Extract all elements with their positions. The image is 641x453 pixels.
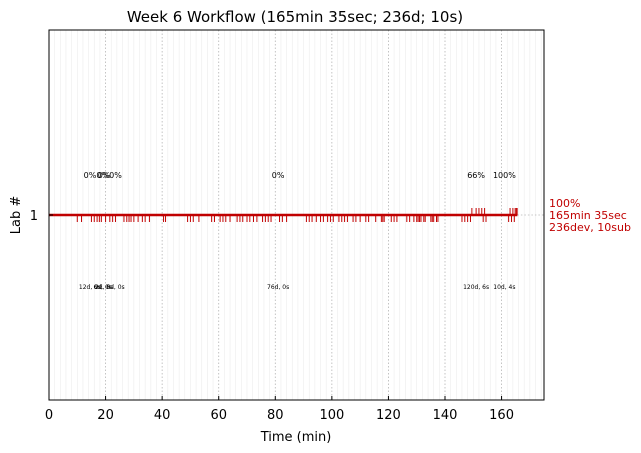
annotation-detail: 2d, 0s bbox=[95, 284, 113, 291]
axes: 0 20 40 60 80 100 120 140 160 bbox=[45, 214, 514, 423]
annotation-detail: 76d, 0s bbox=[267, 284, 289, 291]
annotation-percent: 0% bbox=[109, 171, 122, 180]
annotation-detail: 6d, 0s bbox=[106, 284, 124, 291]
x-tick-label: 80 bbox=[267, 408, 284, 423]
annotation-detail: 12d, 0s bbox=[79, 284, 101, 291]
x-tick-label: 60 bbox=[210, 408, 227, 423]
annotation-percent: 0% bbox=[96, 171, 109, 180]
annotation-detail: 6d, 0s bbox=[94, 284, 112, 291]
annotation-percent: 0% bbox=[84, 171, 97, 180]
x-tick-label: 100 bbox=[319, 408, 344, 423]
summary-line: 165min 35sec bbox=[549, 209, 627, 222]
x-tick-label: 40 bbox=[154, 408, 171, 423]
annotation-percent: 0% bbox=[272, 171, 285, 180]
x-tick-label: 140 bbox=[433, 408, 458, 423]
x-tick-label: 20 bbox=[97, 408, 114, 423]
y-axis-label: Lab # bbox=[9, 196, 24, 235]
x-tick-label: 160 bbox=[489, 408, 514, 423]
marks: 0%12d, 0s0%6d, 0s0%2d, 0s0%6d, 0s0%76d, … bbox=[49, 171, 544, 291]
annotation-percent: 0% bbox=[98, 171, 111, 180]
x-tick-label: 120 bbox=[376, 408, 401, 423]
x-axis-label: Time (min) bbox=[260, 430, 332, 445]
summary-line: 236dev, 10sub bbox=[549, 221, 631, 234]
annotation-detail: 10d, 4s bbox=[493, 284, 515, 291]
annotation-percent: 66% bbox=[467, 171, 485, 180]
summary-line: 100% bbox=[549, 197, 580, 210]
x-tick-label: 0 bbox=[45, 408, 53, 423]
annotation-detail: 120d, 6s bbox=[463, 284, 489, 291]
chart-title: Week 6 Workflow (165min 35sec; 236d; 10s… bbox=[127, 8, 463, 26]
annotation-percent: 100% bbox=[493, 171, 516, 180]
y-tick-label: 1 bbox=[30, 209, 38, 224]
